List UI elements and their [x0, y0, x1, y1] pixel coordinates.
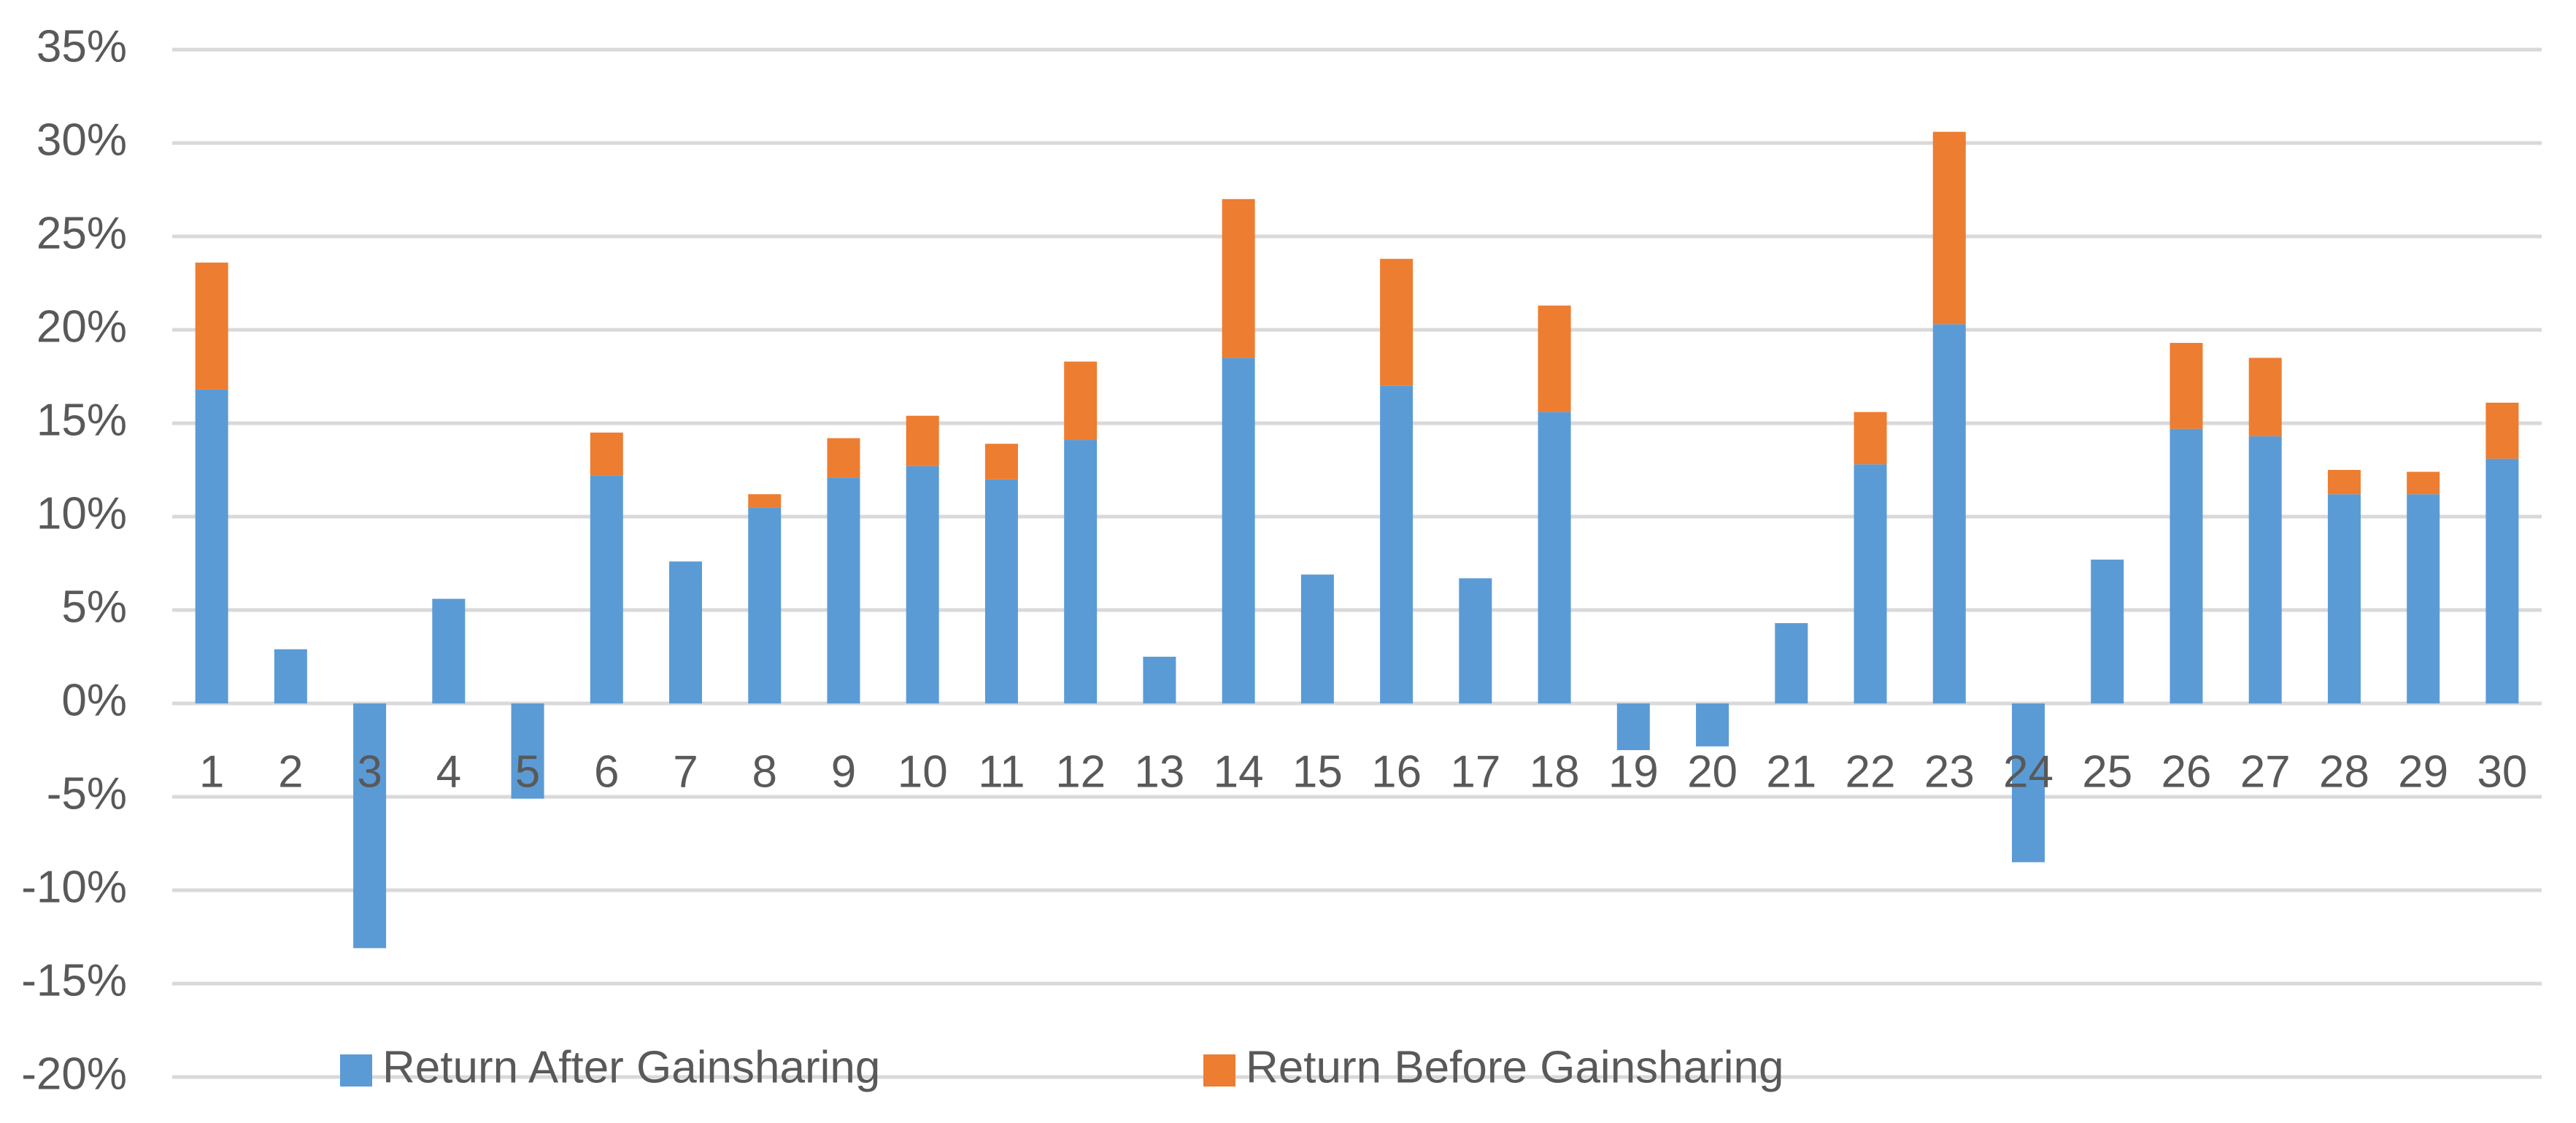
x-tick-label: 20 — [1687, 746, 1738, 797]
bar-segment — [195, 262, 228, 390]
x-tick-label: 24 — [2003, 746, 2054, 797]
x-tick-label: 11 — [978, 746, 1025, 797]
bar-segment — [2091, 559, 2124, 703]
y-tick-label: 35% — [36, 21, 127, 72]
bar-segment — [1854, 412, 1887, 465]
bar-segment — [2011, 703, 2045, 862]
bar-segment — [906, 415, 939, 466]
x-tick-label: 29 — [2398, 746, 2448, 797]
bar-segment — [1380, 258, 1414, 386]
bar-segment — [2486, 402, 2519, 459]
y-tick-label: -10% — [21, 862, 127, 912]
x-tick-label: 28 — [2319, 746, 2369, 797]
x-tick-label: 15 — [1292, 746, 1343, 797]
bar-segment — [748, 494, 782, 508]
x-tick-label: 26 — [2161, 746, 2211, 797]
legend-label: Return Before Gainsharing — [1246, 1042, 1784, 1092]
x-tick-label: 13 — [1134, 746, 1184, 797]
bar-segment — [1064, 361, 1098, 441]
x-tick-label: 8 — [752, 746, 777, 797]
y-tick-label: 5% — [61, 582, 127, 632]
x-tick-label: 19 — [1608, 746, 1659, 797]
x-tick-label: 14 — [1214, 746, 1264, 797]
x-tick-label: 3 — [357, 746, 382, 797]
x-tick-label: 7 — [673, 746, 698, 797]
bar-segment — [1064, 440, 1098, 703]
x-tick-label: 12 — [1055, 746, 1106, 797]
bar-segment — [1538, 412, 1571, 703]
x-tick-label: 1 — [199, 746, 224, 797]
bar-segment — [2327, 470, 2361, 495]
legend-swatch — [1203, 1054, 1235, 1087]
bar-segment — [511, 703, 544, 799]
y-tick-label: 0% — [61, 675, 127, 725]
x-tick-label: 27 — [2240, 746, 2291, 797]
bar-segment — [669, 561, 703, 703]
x-tick-label: 23 — [1924, 746, 1975, 797]
bar-segment — [2486, 458, 2519, 703]
bar-segment — [2327, 494, 2361, 703]
bar-segment — [1932, 324, 1966, 703]
x-tick-label: 25 — [2082, 746, 2132, 797]
bar-segment — [590, 432, 623, 476]
bar-segment — [2407, 494, 2440, 703]
bar-segment — [748, 507, 782, 703]
bar-segment — [1222, 198, 1255, 358]
bar-segment — [1538, 305, 1571, 412]
x-tick-label: 30 — [2477, 746, 2527, 797]
bar-segment — [1222, 358, 1255, 703]
bar-segment — [1143, 657, 1176, 703]
bar-segment — [827, 438, 860, 478]
x-tick-label: 4 — [436, 746, 461, 797]
x-tick-label: 17 — [1450, 746, 1500, 797]
bar-segment — [1300, 574, 1334, 703]
bar-segment — [353, 703, 387, 949]
x-tick-label: 22 — [1846, 746, 1896, 797]
bar-segment — [1696, 703, 1729, 746]
legend-swatch — [340, 1054, 372, 1087]
bar-segment — [274, 649, 307, 703]
y-tick-label: -20% — [21, 1049, 127, 1099]
bar-segment — [590, 475, 623, 703]
bar-segment — [1380, 385, 1414, 703]
legend-label: Return After Gainsharing — [382, 1042, 880, 1092]
bar-segment — [195, 389, 228, 703]
bar-segment — [1854, 464, 1887, 703]
x-tick-label: 21 — [1766, 746, 1816, 797]
bar-segment — [2170, 342, 2203, 429]
bar-segment — [827, 477, 860, 703]
bar-segment — [1775, 622, 1808, 703]
bar-segment — [984, 444, 1018, 479]
bar-segment — [2170, 428, 2203, 703]
y-tick-label: 25% — [36, 208, 127, 258]
x-tick-label: 2 — [278, 746, 303, 797]
bar-segment — [432, 598, 466, 703]
bar-segment — [1616, 703, 1650, 750]
y-tick-label: 10% — [36, 488, 127, 539]
x-tick-label: 10 — [898, 746, 948, 797]
bar-segment — [2248, 436, 2282, 703]
x-tick-label: 5 — [515, 746, 540, 797]
bar-segment — [984, 479, 1018, 703]
bar-segment — [1459, 578, 1492, 703]
y-tick-label: 15% — [36, 395, 127, 445]
x-tick-label: 9 — [831, 746, 856, 797]
y-tick-label: 20% — [36, 301, 127, 352]
bar-segment — [2248, 358, 2282, 436]
bar-segment — [2407, 471, 2440, 495]
x-tick-label: 18 — [1530, 746, 1580, 797]
x-tick-label: 6 — [594, 746, 619, 797]
x-tick-label: 16 — [1371, 746, 1422, 797]
y-tick-label: -5% — [47, 768, 127, 819]
bar-segment — [906, 466, 939, 703]
y-tick-label: 30% — [36, 115, 127, 165]
bar-segment — [1932, 131, 1966, 325]
y-tick-label: -15% — [21, 955, 127, 1006]
